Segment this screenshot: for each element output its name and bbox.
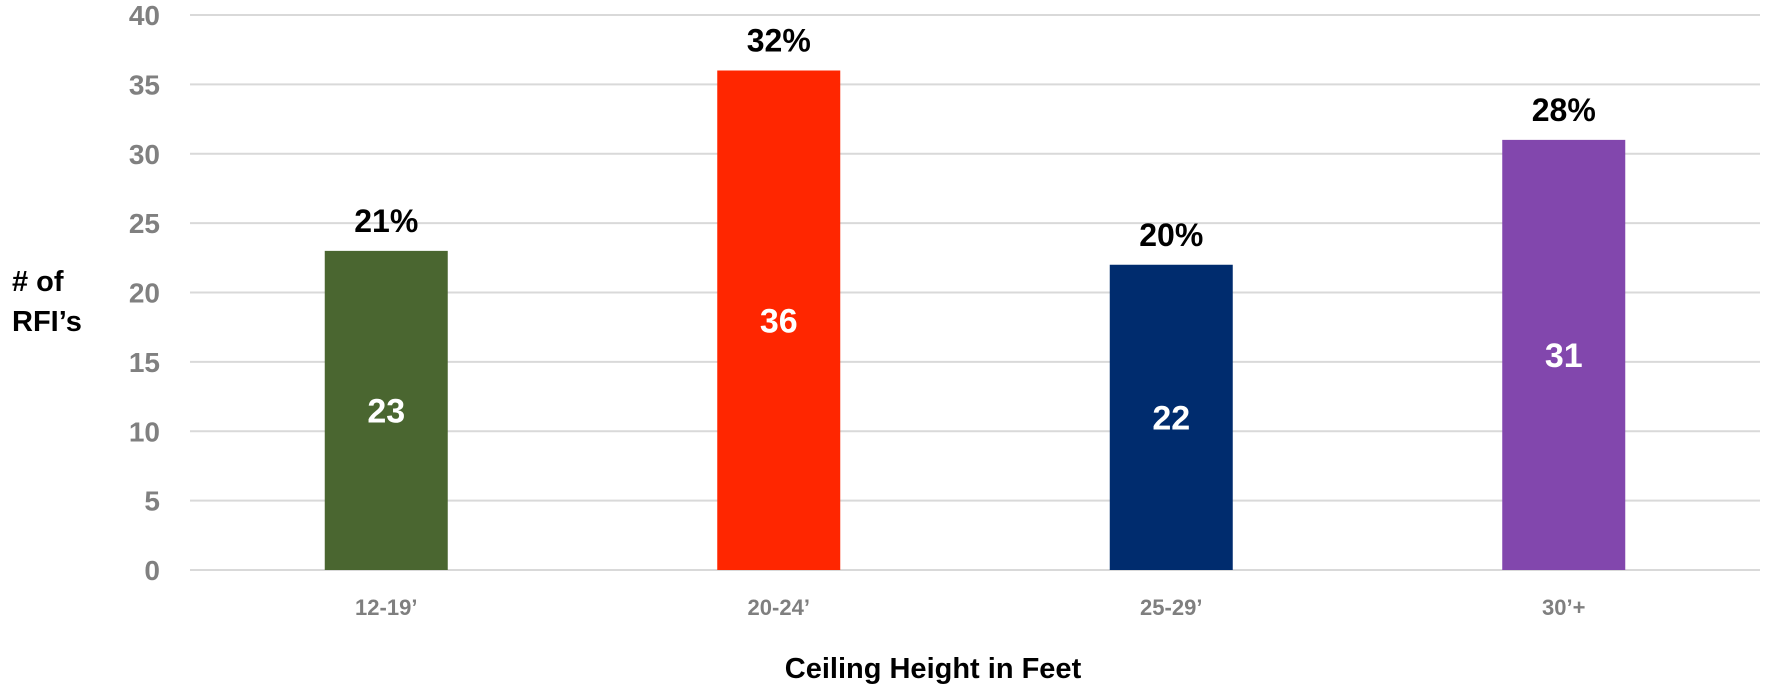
y-tick-label: 25	[129, 208, 160, 239]
y-axis-title-line-1: # of	[12, 266, 64, 298]
x-category-label: 20-24’	[748, 595, 810, 620]
bar-value-label: 22	[1152, 399, 1190, 437]
y-tick-label: 5	[144, 486, 160, 517]
gridlines	[190, 14, 1760, 571]
bar-value-label: 31	[1545, 337, 1583, 375]
bar-value-label: 23	[367, 392, 405, 430]
y-tick-label: 20	[129, 278, 160, 309]
x-axis-title: Ceiling Height in Feet	[785, 653, 1082, 685]
bar	[1109, 264, 1233, 570]
y-axis-title-line-2: RFI’s	[12, 306, 82, 338]
y-tick-label: 10	[129, 416, 160, 447]
y-tick-label: 0	[144, 555, 160, 586]
y-tick-label: 15	[129, 347, 160, 378]
x-axis-categories: 12-19’ 20-24’ 25-29’ 30’+	[355, 595, 1585, 620]
y-tick-label: 35	[129, 69, 160, 100]
bar-percent-label: 21%	[354, 203, 418, 239]
bar	[1502, 139, 1626, 570]
bar-value-label: 36	[760, 302, 798, 340]
y-tick-label: 40	[129, 0, 160, 31]
bar-percent-label: 28%	[1532, 92, 1596, 128]
y-tick-label: 30	[129, 139, 160, 170]
y-axis-ticks: 0 5 10 15 20 25 30 35 40	[129, 0, 160, 586]
x-category-label: 12-19’	[355, 595, 417, 620]
bar-percent-label: 32%	[747, 23, 811, 59]
bar	[324, 250, 448, 570]
bars: 23 21% 36 32% 22 20% 31 28%	[324, 23, 1626, 570]
bar	[717, 70, 841, 570]
x-category-label: 30’+	[1542, 595, 1585, 620]
bar-percent-label: 20%	[1139, 217, 1203, 253]
x-category-label: 25-29’	[1140, 595, 1202, 620]
